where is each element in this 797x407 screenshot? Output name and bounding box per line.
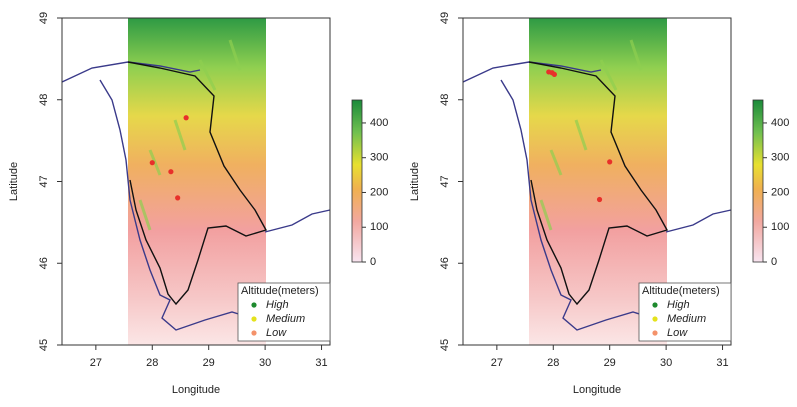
legend-label: High [667,299,690,311]
legend-label: Medium [266,313,305,325]
legend-label: Low [667,327,688,339]
y-tick-label: 47 [38,175,50,187]
site-point [184,115,189,120]
colorbar [753,100,763,262]
legend-swatch [251,302,256,307]
site-point [607,159,612,164]
figure: 27 28 29 30 31 45 46 47 48 49 Longitude Latitude 0 10… [0,0,797,402]
legend-label: High [266,299,289,311]
legend-swatch [251,330,256,335]
legend-swatch [251,316,256,321]
site-point [150,160,155,165]
colorbar-tick-label: 300 [370,152,388,164]
x-tick-label: 28 [547,357,559,369]
colorbar-tick-label: 400 [771,117,789,129]
y-tick-label: 49 [38,12,50,24]
x-axis-label: Longitude [172,384,220,396]
legend-swatch [652,330,657,335]
map-panel: 27 28 29 30 31 45 46 47 48 49 Longitude Latitude 0 10… [409,12,789,396]
x-tick-label: 30 [259,357,271,369]
colorbar [352,100,362,262]
colorbar-tick-label: 300 [771,152,789,164]
y-tick-label: 49 [439,12,451,24]
colorbar-tick-label: 200 [370,186,388,198]
y-axis-label: Latitude [8,162,20,201]
site-point [552,72,557,77]
x-axis-label: Longitude [573,384,621,396]
colorbar-tick-label: 100 [370,221,388,233]
y-tick-label: 48 [439,94,451,106]
x-tick-label: 31 [716,357,728,369]
colorbar-tick-label: 100 [771,221,789,233]
x-tick-label: 29 [604,357,616,369]
y-tick-label: 48 [38,94,50,106]
y-axis-label: Latitude [409,162,421,201]
map-panel: 27 28 29 30 31 45 46 47 48 49 Longitude Latitude 0 10… [8,12,388,396]
site-point [175,195,180,200]
x-tick-label: 27 [90,357,102,369]
y-tick-label: 45 [38,339,50,351]
colorbar-tick-label: 0 [370,256,376,268]
y-tick-label: 47 [439,175,451,187]
y-tick-label: 46 [38,257,50,269]
legend-label: Low [266,327,287,339]
colorbar-tick-label: 200 [771,186,789,198]
x-tick-label: 31 [315,357,327,369]
legend-title: Altitude(meters) [642,285,720,297]
site-point [597,197,602,202]
legend-title: Altitude(meters) [241,285,319,297]
x-tick-label: 30 [660,357,672,369]
colorbar-tick-label: 400 [370,117,388,129]
y-tick-label: 46 [439,257,451,269]
x-tick-label: 29 [203,357,215,369]
legend-swatch [652,316,657,321]
legend-swatch [652,302,657,307]
site-point [168,169,173,174]
x-tick-label: 28 [146,357,158,369]
colorbar-tick-label: 0 [771,256,777,268]
y-tick-label: 45 [439,339,451,351]
x-tick-label: 27 [491,357,503,369]
legend-label: Medium [667,313,706,325]
